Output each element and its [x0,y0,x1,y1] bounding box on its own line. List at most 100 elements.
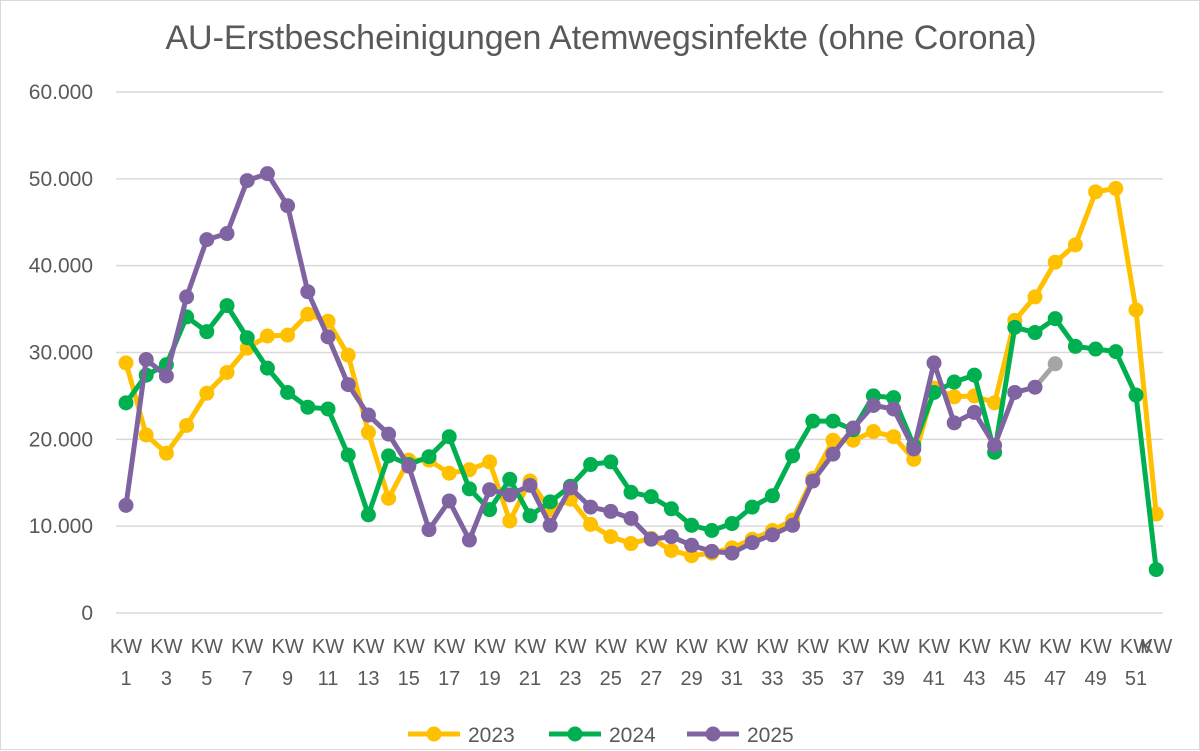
data-point [1027,379,1043,395]
data-point [300,399,316,415]
series-line [123,303,1159,573]
x-tick-number: 13 [357,668,379,690]
data-point [946,389,962,405]
x-tick-number: 9 [282,668,293,690]
data-point [865,424,881,440]
x-tick-label: KW 11 [312,636,344,690]
data-point [663,501,679,517]
data-point [381,490,397,506]
data-point [300,306,316,322]
data-point [623,536,639,552]
data-point [805,473,821,489]
x-tick-prefix: KW [110,636,142,658]
x-tick-prefix: KW [312,636,344,658]
series-line [123,171,1038,556]
data-point [320,329,336,345]
data-point [158,445,174,461]
x-tick-label: KW 39 [877,636,909,690]
data-series [118,166,1164,578]
data-point [1108,344,1124,360]
data-point [300,284,316,300]
legend-marker [705,726,721,742]
x-tick-prefix: KW [958,636,990,658]
data-point [1088,341,1104,357]
data-point [502,513,518,529]
data-point [704,523,720,539]
data-point [340,347,356,363]
data-point [1148,562,1164,578]
legend-marker [567,726,583,742]
x-tick-number: 51 [1125,668,1147,690]
data-point [724,516,740,532]
data-point [906,441,922,457]
data-point [1128,387,1144,403]
data-point [825,413,841,429]
data-point [381,426,397,442]
data-point [259,166,275,182]
data-point [966,404,982,420]
data-point [603,503,619,519]
data-point [401,458,417,474]
data-point [603,454,619,470]
x-tick-prefix: KW [595,636,627,658]
data-point [643,531,659,547]
x-tick-label: KW 29 [675,636,707,690]
data-point [663,542,679,558]
data-point [684,517,700,533]
data-point [785,517,801,533]
data-point [441,429,457,445]
x-tick-prefix: KW [191,636,223,658]
data-point [542,517,558,533]
data-point [704,543,720,559]
x-axis-tick-labels: KW1KW3KW5KW7KW9KW11KW13KW15KW17KW19KW21K… [110,636,1173,690]
data-point [381,448,397,464]
x-tick-prefix: KW [999,636,1031,658]
y-axis-tick-labels: 0 10.000 20.000 30.000 40.000 50.000 60.000 [29,81,93,625]
x-tick-number: 19 [478,668,500,690]
x-tick-label: KW 33 [756,636,788,690]
data-point [946,415,962,431]
x-tick-prefix: KW [1039,636,1071,658]
data-point [158,368,174,384]
chart-title: AU-Erstbescheinigungen Atemwegsinfekte (… [165,19,1036,57]
data-point [805,413,821,429]
data-point [886,401,902,417]
data-point [360,407,376,423]
x-tick-prefix: KW [393,636,425,658]
data-point [340,447,356,463]
x-tick-label: KW 21 [514,636,546,690]
x-tick-number: 35 [802,668,824,690]
x-tick-number: 21 [519,668,541,690]
y-tick-label: 0 [81,602,93,625]
x-tick-prefix: KW [554,636,586,658]
legend-label: 2024 [609,724,656,747]
data-point [1067,338,1083,354]
x-tick-prefix: KW [716,636,748,658]
x-tick-number: 43 [963,668,985,690]
x-tick-prefix: KW [150,636,182,658]
x-tick-number: 39 [882,668,904,690]
data-point [179,289,195,305]
data-point [461,532,477,548]
data-point [744,535,760,551]
legend-label: 2025 [747,724,794,747]
data-point [825,432,841,448]
series-2025 [118,166,1063,561]
data-point [441,493,457,509]
x-tick-label: KW 31 [716,636,748,690]
legend-marker [426,726,442,742]
data-point [199,324,215,340]
data-point [461,481,477,497]
x-tick-number: 17 [438,668,460,690]
data-point [1007,319,1023,335]
data-point [865,397,881,413]
data-point [583,516,599,532]
data-point [522,477,538,493]
x-tick-prefix: KW [918,636,950,658]
data-point [946,374,962,390]
x-tick-label: KW 3 [150,636,182,690]
data-point [199,232,215,248]
data-point [987,395,1003,411]
legend-item: 2023 [408,724,515,747]
